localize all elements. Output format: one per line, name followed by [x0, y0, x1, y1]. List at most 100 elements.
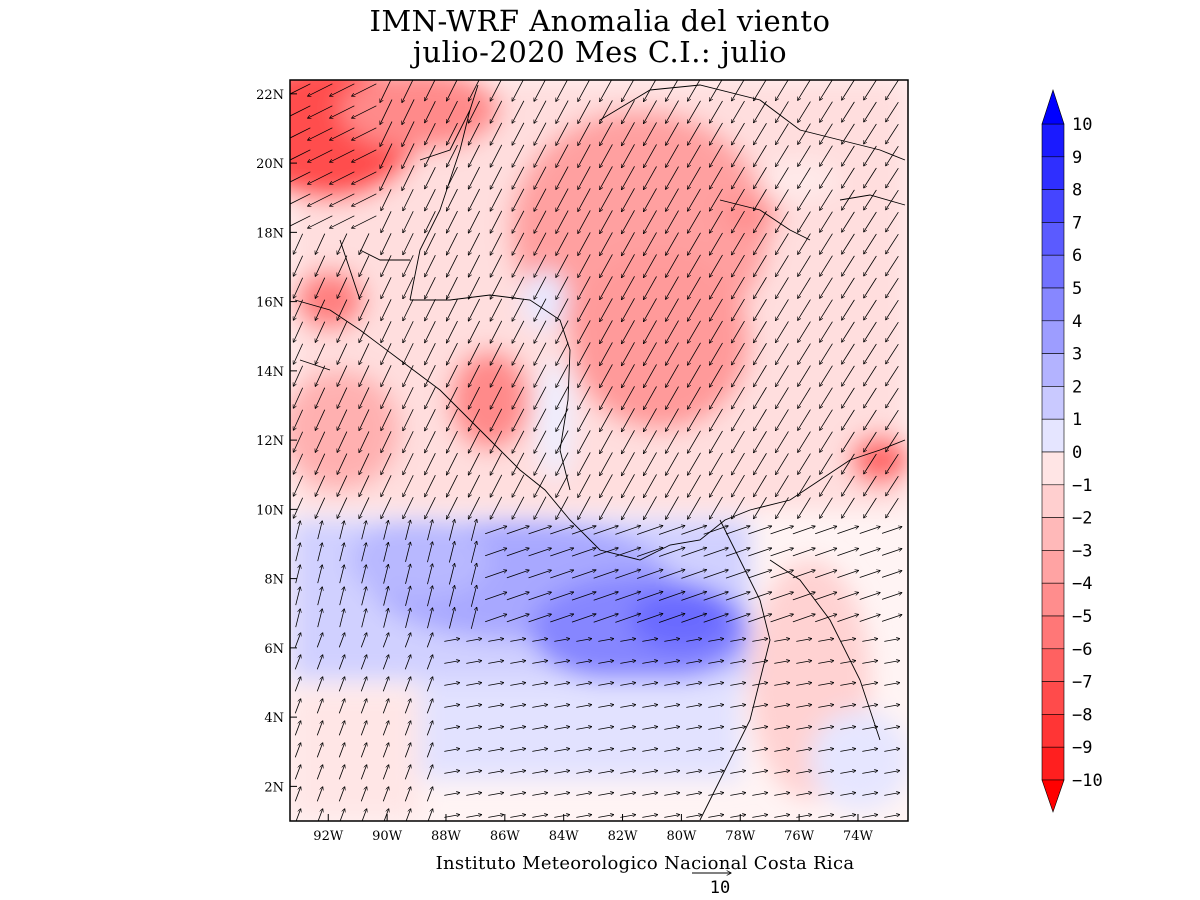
wind-vector: [770, 614, 794, 623]
wind-vector: [864, 409, 877, 430]
wind-vector: [339, 543, 345, 562]
wind-vector: [840, 705, 855, 708]
wind-vector: [316, 743, 322, 758]
wind-vector: [643, 144, 657, 167]
wind-vector: [884, 727, 899, 730]
wind-vector: [490, 364, 503, 387]
wind-vector: [425, 276, 436, 299]
wind-vector: [709, 80, 723, 101]
wind-vector: [532, 793, 547, 796]
wind-vector: [709, 452, 723, 475]
lat-tick-label: 12N: [256, 434, 284, 449]
wind-vector: [681, 548, 706, 557]
wind-vector: [294, 765, 300, 780]
wind-vector: [864, 211, 877, 232]
wind-vector: [425, 144, 436, 167]
wind-vector: [352, 193, 377, 206]
wind-vector: [578, 342, 591, 365]
wind-vector: [686, 639, 701, 642]
wind-vector: [730, 661, 745, 664]
colorbar-segment: [1041, 123, 1065, 158]
wind-vector: [798, 343, 811, 365]
wind-vector: [427, 564, 432, 585]
colorbar-segment: [1041, 484, 1065, 518]
wind-vector: [709, 254, 723, 277]
wind-vector: [534, 254, 547, 278]
wind-vector: [881, 527, 902, 534]
wind-vector: [840, 815, 855, 818]
wind-vector: [468, 298, 480, 321]
wind-vector: [490, 430, 503, 453]
wind-vector: [337, 387, 348, 409]
wind-vector: [665, 80, 679, 102]
wind-vector: [776, 431, 789, 452]
wind-vector: [686, 683, 701, 686]
wind-vector: [776, 299, 789, 320]
wind-vector: [709, 496, 723, 519]
wind-vector: [776, 211, 789, 232]
wind-vector: [664, 793, 679, 796]
wind-vector: [490, 166, 503, 189]
wind-vector: [468, 80, 480, 101]
wind-vector: [665, 452, 679, 476]
wind-vector: [621, 232, 635, 255]
wind-vector: [468, 408, 480, 431]
wind-vector: [576, 661, 591, 664]
wind-vector: [337, 409, 348, 431]
wind-vector: [774, 815, 789, 818]
wind-vector: [643, 496, 657, 519]
wind-vector: [600, 144, 613, 167]
wind-vector: [330, 83, 355, 96]
wind-vector: [381, 189, 392, 210]
wind-vector: [818, 683, 833, 686]
wind-vector: [448, 607, 454, 629]
wind-vector: [600, 232, 613, 255]
wind-vector: [752, 793, 767, 796]
wind-vector: [470, 563, 476, 585]
wind-vector: [556, 232, 569, 256]
wind-vector: [339, 587, 345, 606]
colorbar-label: −10: [1072, 771, 1103, 791]
wind-vector: [776, 343, 789, 364]
wind-vector: [796, 661, 811, 664]
lat-tick-label: 6N: [264, 642, 284, 657]
wind-vector: [600, 210, 613, 233]
wind-vector: [621, 408, 635, 431]
wind-vector: [820, 277, 833, 299]
wind-vector: [381, 387, 392, 408]
wind-vector: [643, 342, 657, 365]
wind-vector: [488, 727, 503, 730]
wind-vector: [315, 343, 326, 365]
wind-vector: [360, 677, 366, 692]
wind-vector: [862, 683, 877, 686]
wind-vector: [709, 408, 723, 431]
wind-vector: [820, 145, 833, 167]
wind-vector: [578, 430, 591, 453]
wind-vector: [708, 749, 723, 752]
wind-vector: [444, 639, 459, 642]
wind-vector: [593, 548, 619, 557]
wind-vector: [864, 80, 877, 100]
wind-vector: [725, 570, 750, 579]
wind-vector: [404, 787, 410, 802]
wind-vector: [709, 276, 723, 299]
wind-vector: [621, 166, 635, 189]
wind-vector: [576, 683, 591, 686]
lat-tick-label: 22N: [256, 88, 284, 103]
wind-vector: [528, 614, 552, 623]
wind-vector: [615, 526, 640, 535]
wind-vector: [881, 593, 902, 600]
wind-vector: [468, 320, 480, 343]
wind-vector: [316, 721, 322, 736]
wind-vector: [490, 386, 503, 409]
wind-vector: [621, 386, 635, 409]
wind-vector: [643, 80, 657, 101]
wind-vector: [636, 570, 663, 579]
wind-vector: [600, 276, 613, 299]
wind-vector: [468, 474, 480, 497]
wind-vector: [403, 233, 414, 255]
wind-vector: [578, 496, 591, 519]
wind-vector: [510, 749, 525, 752]
wind-vector: [556, 496, 569, 520]
